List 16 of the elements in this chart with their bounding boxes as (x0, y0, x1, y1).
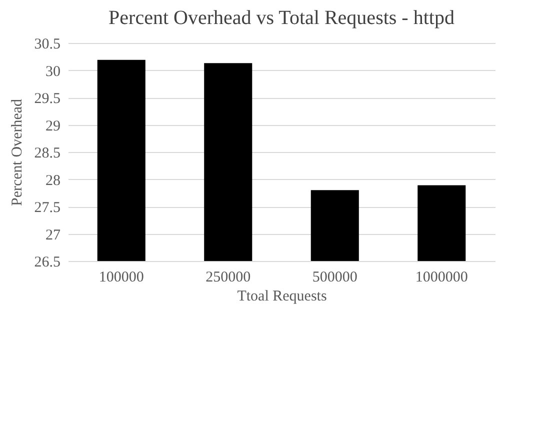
y-tick-label: 28.5 (34, 146, 60, 162)
y-tick-label: 27 (46, 227, 61, 244)
x-tick-label: 250000 (206, 270, 251, 286)
x-tick-label: 100000 (98, 270, 144, 286)
y-tick-label: 28 (46, 172, 60, 189)
y-tick-label: 30 (46, 64, 60, 80)
y-tick-label: 29 (46, 118, 60, 134)
y-tick-label: 29.5 (34, 91, 60, 107)
y-tick-label: 30.5 (34, 36, 60, 52)
x-axis-title: Ttoal Requests (237, 288, 327, 304)
x-tick-label: 1000000 (415, 270, 468, 286)
x-tick-label: 500000 (312, 270, 358, 286)
y-tick-label: 26.5 (34, 254, 60, 270)
y-axis-title: Percent Overhead (9, 98, 26, 206)
chart-title: Percent Overhead vs Total Requests - httpd (108, 7, 454, 29)
y-tick-label: 27.5 (34, 200, 60, 216)
